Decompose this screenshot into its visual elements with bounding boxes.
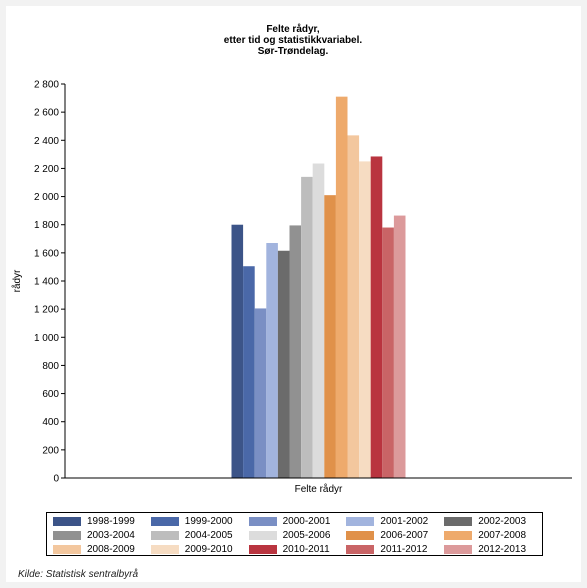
legend-label: 2002-2003: [478, 515, 527, 527]
x-axis: Felte rådyr: [65, 477, 572, 495]
bar-2003-2004: [289, 225, 302, 478]
legend-item: 1999-2000: [150, 514, 249, 528]
bar-2008-2009: [347, 135, 360, 478]
y-tick-label: 200: [42, 445, 59, 456]
legend-item: 2005-2006: [248, 528, 347, 542]
legend-swatch: [53, 544, 81, 554]
legend-label: 2000-2001: [282, 515, 331, 527]
legend-swatch: [150, 544, 179, 554]
legend-swatch: [150, 516, 179, 526]
y-axis-label: rådyr: [11, 269, 23, 292]
bar-1999-2000: [243, 266, 255, 478]
legend-swatch: [248, 530, 277, 540]
bar-2007-2008: [335, 96, 348, 479]
legend-item: 1998-1999: [53, 514, 151, 528]
legend-label: 1998-1999: [87, 515, 135, 527]
y-tick-label: 2 800: [34, 80, 59, 91]
y-tick-label: 2 600: [34, 108, 59, 119]
bar-2012-2013: [393, 215, 406, 478]
legend-label: 2012-2013: [478, 543, 527, 555]
legend-label: 2003-2004: [87, 529, 135, 541]
legend-label: 2005-2006: [282, 529, 331, 541]
legend-label: 2009-2010: [184, 543, 233, 555]
y-tick-label: 800: [42, 361, 59, 372]
y-axis: 0 200 400 600 800 1 000 1 200 1 400 1 600 1 800 2 …: [11, 80, 66, 485]
y-tick-label: 2 200: [34, 164, 59, 175]
chart-frame: Felte rådyr, etter tid og statistikkvaria…: [6, 6, 581, 582]
y-tick-label: 1 400: [34, 277, 59, 288]
legend-swatch: [346, 516, 375, 526]
bar-2005-2006: [312, 163, 325, 478]
y-tick-label: 400: [42, 417, 59, 428]
bar-2002-2003: [277, 250, 290, 478]
bar-1998-1999: [231, 224, 244, 478]
bar-2006-2007: [324, 195, 336, 478]
legend-swatch: [248, 516, 277, 526]
legend-item: 2001-2002: [346, 514, 444, 528]
y-tick-label: 2 400: [34, 136, 59, 147]
chart-title-line: Felte rådyr,: [266, 23, 320, 35]
legend-item: 2004-2005: [150, 528, 249, 542]
y-tick-label: 1 800: [34, 220, 59, 231]
bars: [231, 96, 406, 479]
bar-2010-2011: [370, 156, 383, 479]
source-note: Kilde: Statistisk sentralbyrå: [18, 569, 139, 580]
legend-label: 2011-2012: [380, 543, 428, 555]
legend-swatch: [444, 530, 473, 540]
y-tick-label: 0: [53, 474, 59, 485]
legend-swatch: [346, 530, 375, 540]
legend-label: 2007-2008: [478, 529, 527, 541]
legend-item: 2012-2013: [444, 542, 542, 556]
bar-2009-2010: [359, 161, 371, 478]
y-tick-label: 2 000: [34, 192, 59, 203]
legend-item: 2010-2011: [248, 542, 347, 556]
chart-title-line: etter tid og statistikkvariabel.: [224, 35, 363, 46]
y-tick-label: 1 000: [34, 333, 59, 344]
legend-label: 1999-2000: [184, 515, 233, 527]
bar-2001-2002: [266, 243, 278, 478]
chart-title: Felte rådyr,etter tid og statistikkvaria…: [224, 23, 363, 57]
legend-item: 2003-2004: [53, 528, 151, 542]
legend-swatch: [444, 516, 473, 526]
legend-swatch: [53, 516, 81, 526]
chart-title-line: Sør-Trøndelag.: [258, 46, 329, 57]
legend-label: 2010-2011: [282, 543, 330, 555]
legend-label: 2006-2007: [380, 529, 429, 541]
legend-item: 2000-2001: [248, 514, 347, 528]
legend-item: 2008-2009: [53, 542, 151, 556]
bar-2011-2012: [382, 227, 394, 478]
legend-item: 2006-2007: [346, 528, 444, 542]
legend-item: 2007-2008: [444, 528, 542, 542]
bar-chart: Felte rådyr,etter tid og statistikkvaria…: [11, 23, 572, 495]
legend-swatch: [150, 530, 179, 540]
legend-item: 2002-2003: [444, 514, 542, 528]
legend-swatch: [346, 544, 375, 554]
bar-2000-2001: [254, 308, 267, 478]
legend-item: 2009-2010: [150, 542, 249, 556]
y-tick-label: 600: [42, 389, 59, 400]
y-tick-label: 1 200: [34, 305, 59, 316]
y-tick-label: 1 600: [34, 248, 59, 259]
legend-item: 2011-2012: [346, 542, 444, 556]
legend-swatch: [53, 530, 81, 540]
bar-2004-2005: [301, 176, 313, 478]
legend: 1998-1999 1999-2000 2000-2001 2001-2002 2002…: [46, 512, 543, 556]
x-tick-label: Felte rådyr: [295, 483, 343, 495]
legend-label: 2004-2005: [184, 529, 233, 541]
legend-label: 2008-2009: [87, 543, 135, 555]
legend-swatch: [444, 544, 473, 554]
legend-swatch: [248, 544, 277, 554]
legend-label: 2001-2002: [380, 515, 429, 527]
